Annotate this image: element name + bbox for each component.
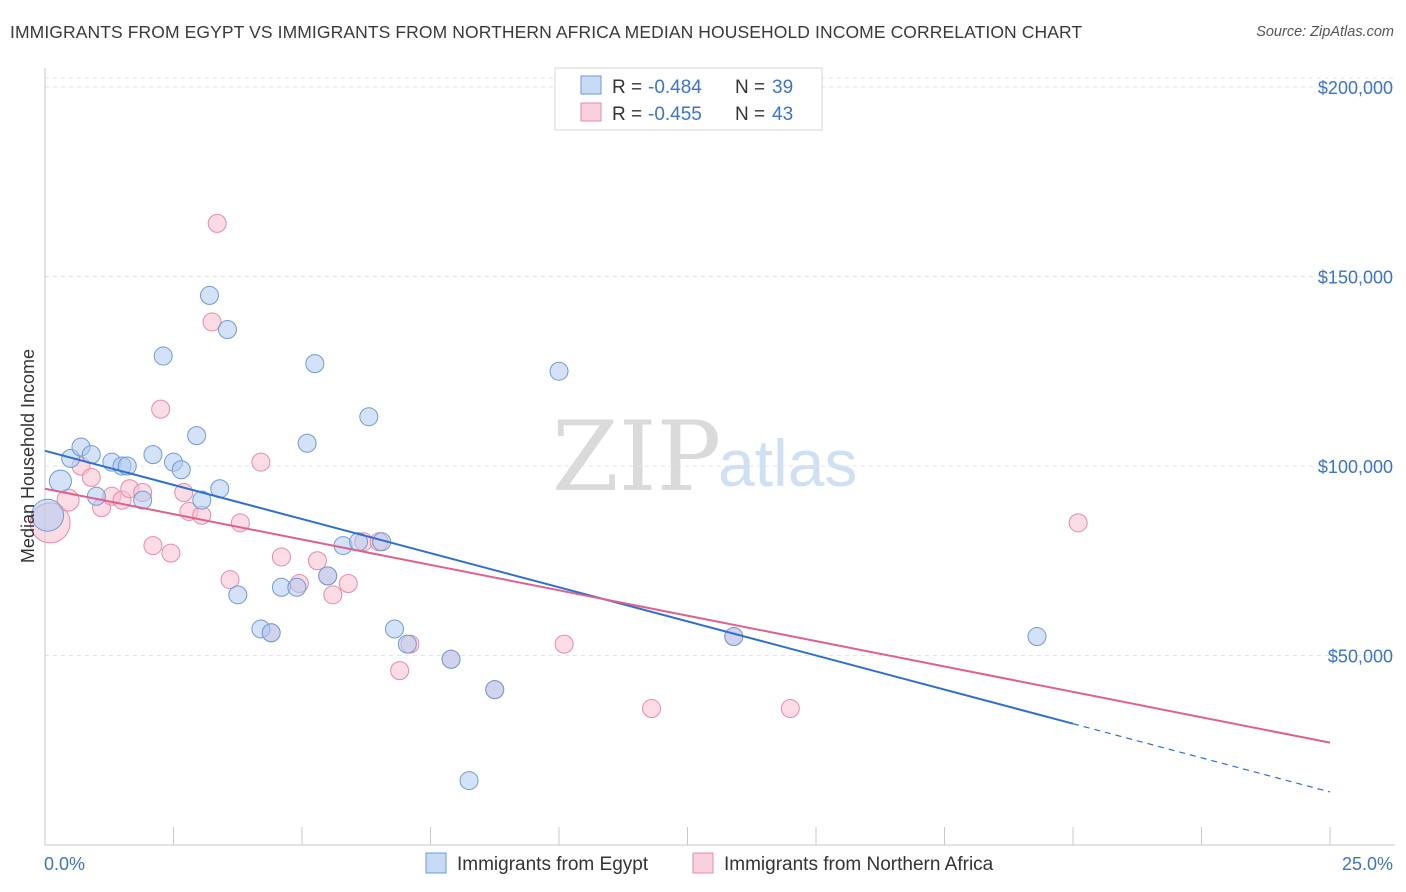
legend-nafrica-r-label: R = <box>612 104 642 125</box>
egypt-point-33 <box>441 649 461 669</box>
egypt-point-26 <box>318 566 338 586</box>
nafrica-point-25 <box>323 585 343 605</box>
bottom-legend-nafrica-label: Immigrants from Northern Africa <box>724 854 994 875</box>
egypt-point-19 <box>228 585 248 605</box>
egypt-point-34 <box>459 771 479 791</box>
nafrica-point-23 <box>307 551 327 571</box>
series-egypt <box>31 285 1047 791</box>
nafrica-point-37 <box>1068 513 1088 533</box>
egypt-trend-line <box>44 449 1074 725</box>
nafrica-point-15 <box>202 312 222 332</box>
egypt-point-36 <box>549 361 569 381</box>
egypt-point-24 <box>297 433 317 453</box>
y-tick-label-100000: $100,000 <box>1318 457 1393 477</box>
egypt-point-5 <box>86 486 106 506</box>
nafrica-point-10 <box>151 399 171 419</box>
nafrica-trend-line <box>44 487 1331 744</box>
x-tick-label-min: 0.0% <box>44 854 85 874</box>
egypt-point-16 <box>199 285 219 305</box>
y-tick-label-150000: $150,000 <box>1318 267 1393 287</box>
egypt-point-38 <box>1027 627 1047 647</box>
nafrica-point-26 <box>338 573 358 593</box>
legend-egypt-r-value: -0.484 <box>648 77 702 98</box>
legend-egypt-n-label: N = <box>735 77 765 98</box>
nafrica-point-19 <box>251 452 271 472</box>
nafrica-point-9 <box>143 536 163 556</box>
y-axis-title: Median Household Income <box>18 349 38 563</box>
correlation-legend: R = -0.484 N = 39 R = -0.455 N = 43 <box>554 67 823 131</box>
egypt-point-0 <box>31 498 65 532</box>
egypt-point-15 <box>192 490 212 510</box>
trend-lines <box>44 449 1331 793</box>
y-tick-label-200000: $200,000 <box>1318 78 1393 98</box>
egypt-trend-extension <box>1072 723 1331 793</box>
bottom-legend-nafrica-swatch <box>692 852 714 874</box>
nafrica-point-33 <box>554 634 574 654</box>
nafrica-point-21 <box>271 547 291 567</box>
egypt-point-25 <box>305 354 325 374</box>
axes <box>44 68 1395 846</box>
egypt-point-9 <box>133 490 153 510</box>
legend-nafrica-n-label: N = <box>735 104 765 125</box>
nafrica-point-3 <box>81 467 101 487</box>
nafrica-point-16 <box>207 213 227 233</box>
egypt-point-31 <box>385 619 405 639</box>
watermark-zip: ZIP <box>552 401 721 513</box>
legend-egypt-n-value: 39 <box>772 77 793 98</box>
legend-nafrica-n-value: 43 <box>772 104 793 125</box>
bottom-legend-egypt-label: Immigrants from Egypt <box>457 854 649 875</box>
egypt-point-13 <box>171 460 191 480</box>
egypt-point-10 <box>143 445 163 465</box>
egypt-point-18 <box>217 320 237 340</box>
x-tick-label-max: 25.0% <box>1342 854 1393 874</box>
legend-nafrica-r-value: -0.455 <box>648 104 702 125</box>
egypt-point-14 <box>187 426 207 446</box>
watermark-atlas: atlas <box>718 426 857 500</box>
nafrica-point-17 <box>220 570 240 590</box>
grid-lines <box>45 77 1395 656</box>
chart-title: IMMIGRANTS FROM EGYPT VS IMMIGRANTS FROM… <box>10 22 1083 42</box>
x-tick-labels: 0.0% 25.0% <box>44 854 1393 874</box>
egypt-point-23 <box>287 577 307 597</box>
source-label: Source: ZipAtlas.com <box>1256 24 1394 40</box>
legend-nafrica-swatch <box>580 102 602 122</box>
nafrica-point-36 <box>780 699 800 719</box>
nafrica-point-34 <box>642 699 662 719</box>
egypt-point-29 <box>359 407 379 427</box>
egypt-point-35 <box>485 680 505 700</box>
y-tick-labels: $50,000 $100,000 $150,000 $200,000 <box>1318 78 1393 667</box>
nafrica-point-29 <box>390 661 410 681</box>
egypt-point-32 <box>397 634 417 654</box>
nafrica-point-11 <box>161 543 181 563</box>
egypt-point-11 <box>153 346 173 366</box>
y-tick-label-50000: $50,000 <box>1328 646 1393 666</box>
legend-egypt-r-label: R = <box>612 77 642 98</box>
series-northern-africa <box>29 213 1088 719</box>
legend-egypt-swatch <box>580 75 602 95</box>
egypt-point-21 <box>261 623 281 643</box>
egypt-point-1 <box>48 469 72 493</box>
egypt-point-37 <box>724 627 744 647</box>
series-legend: Immigrants from Egypt Immigrants from No… <box>425 852 994 875</box>
bottom-legend-egypt-swatch <box>425 852 447 874</box>
